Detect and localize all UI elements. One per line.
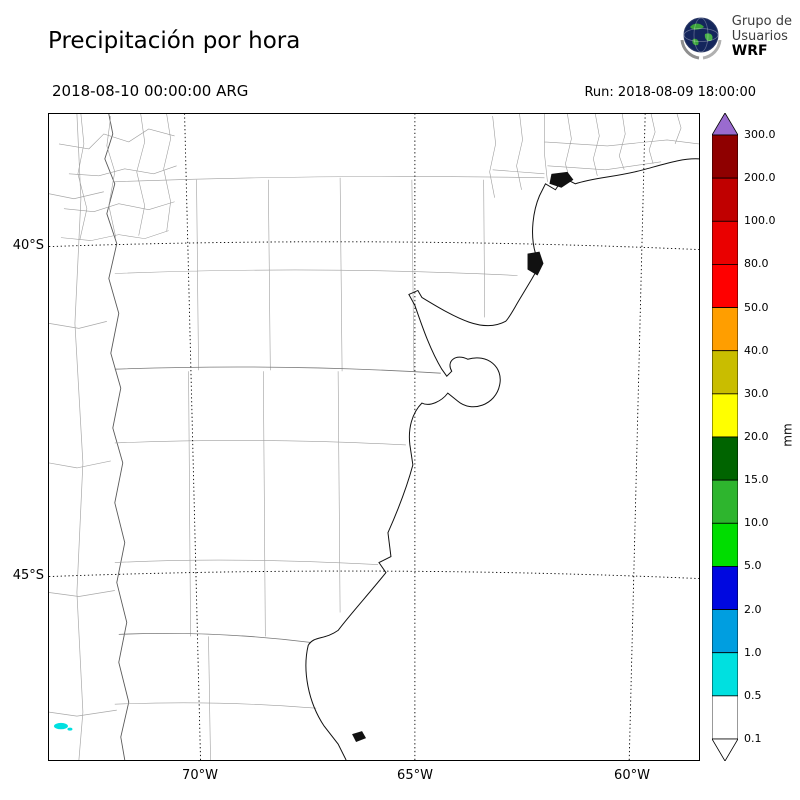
santa-cruz-borders bbox=[114, 636, 317, 760]
colorbar-tick-label: 20.0 bbox=[744, 430, 769, 443]
colorbar-tick-label: 300.0 bbox=[744, 128, 776, 141]
bahia-anegada-feature bbox=[527, 251, 544, 276]
map-svg bbox=[49, 114, 699, 760]
gridline-60w bbox=[628, 114, 646, 760]
colorbar-segment bbox=[711, 522, 739, 567]
colorbar-tick-label: 0.5 bbox=[744, 688, 762, 702]
map-canvas bbox=[48, 113, 700, 761]
colorbar-arrow-top bbox=[711, 112, 739, 136]
colorbar-tick-label: 5.0 bbox=[744, 559, 762, 573]
chubut-santa-cruz-border bbox=[118, 633, 311, 643]
gridline-40s bbox=[49, 241, 699, 251]
wrf-logo-text: Grupo de Usuarios WRF bbox=[732, 14, 792, 59]
chile-subdivision-borders bbox=[49, 114, 117, 760]
colorbar-segment bbox=[711, 177, 739, 222]
colorbar-segment bbox=[711, 566, 739, 610]
colorbar-tick-label: 200.0 bbox=[744, 171, 776, 185]
colorbar-segment bbox=[711, 307, 739, 352]
lon-tick-70w: 70°W bbox=[182, 768, 218, 783]
lon-tick-65w: 65°W bbox=[397, 768, 433, 783]
neuquen-department-borders bbox=[58, 114, 177, 241]
coastline-path bbox=[305, 158, 699, 760]
run-time-label: Run: 2018-08-09 18:00:00 bbox=[584, 85, 756, 100]
wrf-logo: Grupo de Usuarios WRF bbox=[677, 12, 792, 60]
buenos-aires-partido-borders bbox=[489, 114, 699, 198]
precip-patch-cyan bbox=[53, 722, 68, 730]
gridline-70w bbox=[184, 114, 201, 760]
rio-negro-la-pampa-borders bbox=[114, 176, 545, 372]
colorbar-tick-label: 2.0 bbox=[744, 602, 762, 616]
colorbar-unit-label: mm bbox=[780, 423, 795, 447]
colorbar-segment bbox=[711, 264, 739, 308]
colorbar-tick-label: 0.1 bbox=[744, 732, 762, 745]
chubut-borders bbox=[114, 371, 406, 637]
lat-tick-45s: 45°S bbox=[12, 568, 44, 583]
colorbar-tick-label: 10.0 bbox=[744, 516, 769, 530]
colorbar-segment bbox=[711, 479, 739, 524]
gridline-45s bbox=[49, 570, 699, 580]
colorbar-segment bbox=[711, 220, 739, 265]
colorbar-segment bbox=[711, 695, 739, 740]
colorbar-tick-label: 15.0 bbox=[744, 473, 769, 487]
colorbar-arrow-bottom bbox=[711, 738, 739, 762]
wrf-logo-globe-icon bbox=[680, 17, 722, 60]
colorbar-tick-label: 80.0 bbox=[744, 257, 769, 271]
colorbar bbox=[711, 112, 739, 762]
argentina-chile-border bbox=[104, 114, 130, 760]
logo-line-1: Grupo de bbox=[731, 13, 792, 29]
colorbar-segment bbox=[711, 652, 739, 697]
logo-line-2: Usuarios bbox=[731, 28, 788, 44]
colorbar-tick-label: 100.0 bbox=[744, 214, 776, 228]
colorbar-tick-label: 40.0 bbox=[744, 343, 769, 357]
logo-line-3: WRF bbox=[731, 42, 768, 59]
page-title: Precipitación por hora bbox=[48, 28, 301, 54]
valid-time-label: 2018-08-10 00:00:00 ARG bbox=[52, 82, 249, 100]
colorbar-tick-label: 1.0 bbox=[744, 645, 762, 659]
rio-negro-chubut-border bbox=[114, 366, 441, 374]
colorbar-tick-label: 30.0 bbox=[744, 386, 769, 400]
colorbar-segment bbox=[711, 436, 739, 481]
lat-tick-40s: 40°S bbox=[12, 238, 44, 253]
colorbar-segment bbox=[711, 393, 739, 438]
colorbar-segment bbox=[711, 350, 739, 395]
lon-tick-60w: 60°W bbox=[614, 768, 650, 783]
colorbar-segment bbox=[711, 134, 739, 179]
south-coast-feature bbox=[352, 731, 367, 743]
bahia-blanca-estuary-feature bbox=[549, 171, 574, 188]
colorbar-segment bbox=[711, 609, 739, 654]
colorbar-svg bbox=[711, 112, 739, 762]
colorbar-tick-label: 50.0 bbox=[744, 300, 769, 314]
precip-patch-cyan-small bbox=[67, 727, 73, 731]
